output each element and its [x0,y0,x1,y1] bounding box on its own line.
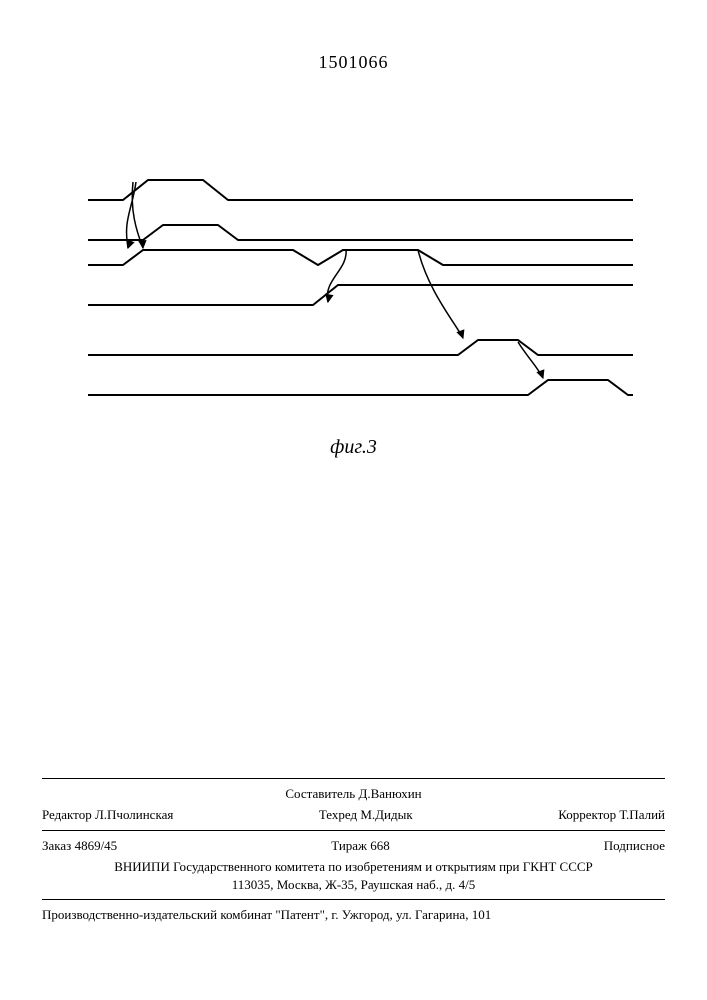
compiler-name: Д.Ванюхин [358,786,421,801]
corrector-label: Корректор [558,807,616,822]
footer-divider-top [42,778,665,779]
order-label: Заказ [42,838,71,853]
institution-line2: 113035, Москва, Ж-35, Раушская наб., д. … [42,876,665,894]
arrowhead-icon [127,240,134,248]
techred-cell: Техред М.Дидык [319,806,413,824]
compiler-line: Составитель Д.Ванюхин [42,785,665,803]
footer-divider-mid1 [42,830,665,831]
signal-s2 [88,225,633,240]
timing-diagram [88,170,633,440]
publisher-line: Производственно-издательский комбинат "П… [42,906,665,924]
signal-s1 [88,180,633,200]
signal-s5 [88,340,633,355]
signal-s6 [88,380,633,395]
signals-group [88,180,633,395]
circulation-value: 668 [370,838,390,853]
subscription-cell: Подписное [604,837,665,855]
editor-cell: Редактор Л.Пчолинская [42,806,173,824]
arrowhead-icon [326,294,333,302]
institution-line1: ВНИИПИ Государственного комитета по изоб… [42,858,665,876]
order-value: 4869/45 [75,838,118,853]
editor-label: Редактор [42,807,92,822]
compiler-label: Составитель [285,786,355,801]
credits-row: Редактор Л.Пчолинская Техред М.Дидык Кор… [42,806,665,824]
arrows-group [127,182,544,378]
timing-svg [88,170,633,440]
footer-divider-mid2 [42,899,665,900]
circulation-label: Тираж [331,838,367,853]
circulation-cell: Тираж 668 [331,837,390,855]
signal-s3 [88,250,633,265]
causal-arrow-1 [127,182,136,248]
techred-name: М.Дидык [360,807,412,822]
figure-caption: фиг.3 [0,436,707,459]
signal-s4 [88,285,633,305]
order-cell: Заказ 4869/45 [42,837,117,855]
footer-block: Составитель Д.Ванюхин Редактор Л.Пчолинс… [42,772,665,924]
techred-label: Техред [319,807,357,822]
corrector-name: Т.Палий [619,807,665,822]
patent-number: 1501066 [0,52,707,73]
arrowhead-icon [139,241,146,248]
editor-name: Л.Пчолинская [95,807,173,822]
corrector-cell: Корректор Т.Палий [558,806,665,824]
order-row: Заказ 4869/45 Тираж 668 Подписное [42,837,665,855]
institution-block: ВНИИПИ Государственного комитета по изоб… [42,858,665,893]
